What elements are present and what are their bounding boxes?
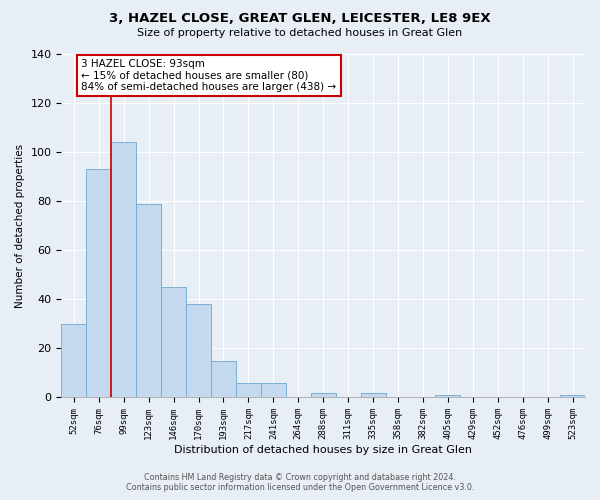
Bar: [161, 287, 186, 398]
Text: 3, HAZEL CLOSE, GREAT GLEN, LEICESTER, LE8 9EX: 3, HAZEL CLOSE, GREAT GLEN, LEICESTER, L…: [109, 12, 491, 26]
Text: Size of property relative to detached houses in Great Glen: Size of property relative to detached ho…: [137, 28, 463, 38]
Bar: [361, 392, 386, 398]
Bar: [560, 395, 585, 398]
Y-axis label: Number of detached properties: Number of detached properties: [15, 144, 25, 308]
Bar: [311, 392, 335, 398]
Bar: [136, 204, 161, 398]
Bar: [236, 383, 261, 398]
Bar: [436, 395, 460, 398]
Text: Contains HM Land Registry data © Crown copyright and database right 2024.
Contai: Contains HM Land Registry data © Crown c…: [126, 473, 474, 492]
Text: 3 HAZEL CLOSE: 93sqm
← 15% of detached houses are smaller (80)
84% of semi-detac: 3 HAZEL CLOSE: 93sqm ← 15% of detached h…: [82, 59, 337, 92]
X-axis label: Distribution of detached houses by size in Great Glen: Distribution of detached houses by size …: [174, 445, 472, 455]
Bar: [211, 360, 236, 398]
Bar: [86, 170, 111, 398]
Bar: [111, 142, 136, 398]
Bar: [261, 383, 286, 398]
Bar: [186, 304, 211, 398]
Bar: [61, 324, 86, 398]
